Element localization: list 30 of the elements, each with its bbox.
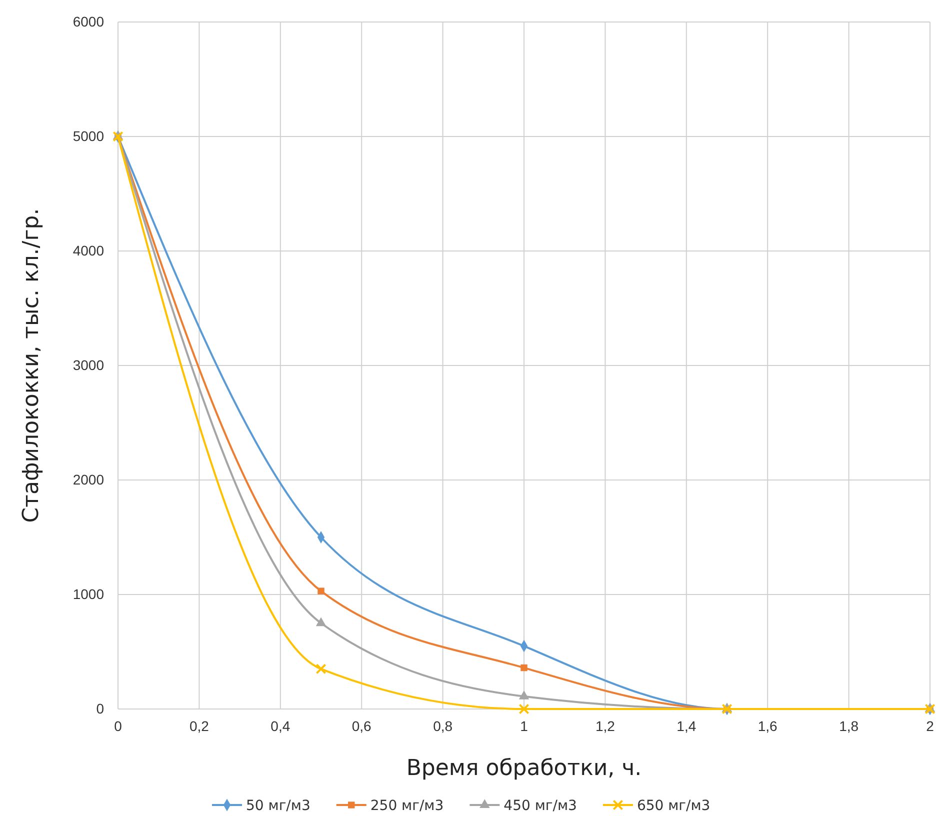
x-tick-label: 1,6 (758, 718, 778, 734)
point (518, 704, 530, 714)
point (316, 617, 326, 626)
x-tick-label: 0,4 (270, 718, 290, 734)
legend-label: 50 мг/м3 (246, 798, 310, 814)
y-tick-label: 2000 (72, 471, 104, 488)
x-tick-label: 2 (926, 718, 934, 734)
x-tick-label: 0,6 (352, 718, 372, 734)
legend-label: 250 мг/м3 (370, 798, 444, 814)
legend-label: 650 мг/м3 (636, 798, 710, 814)
x-axis-title: Время обработки, ч. (406, 756, 642, 781)
x-tick-label: 1 (520, 718, 528, 734)
point (520, 664, 528, 672)
y-tick-label: 5000 (72, 128, 104, 144)
y-tick-label: 4000 (72, 242, 104, 258)
legend-label: 450 мг/м3 (504, 798, 577, 814)
point (316, 664, 326, 674)
y-axis-title: Стафилококки, тыс. кл./гр. (19, 208, 44, 523)
y-tick-label: 3000 (72, 356, 104, 373)
y-tick-label: 1000 (72, 586, 104, 602)
y-tick-label: 6000 (72, 13, 104, 30)
y-tick-label: 0 (96, 700, 104, 716)
point (318, 588, 324, 594)
x-tick-label: 1,4 (676, 718, 696, 734)
x-tick-label: 0,2 (189, 718, 210, 734)
point (518, 690, 530, 700)
x-tick-label: 0,8 (433, 718, 453, 734)
x-tick-label: 1,2 (595, 718, 616, 734)
x-tick-label: 0 (114, 718, 122, 734)
x-tick-label: 1,8 (839, 718, 859, 734)
